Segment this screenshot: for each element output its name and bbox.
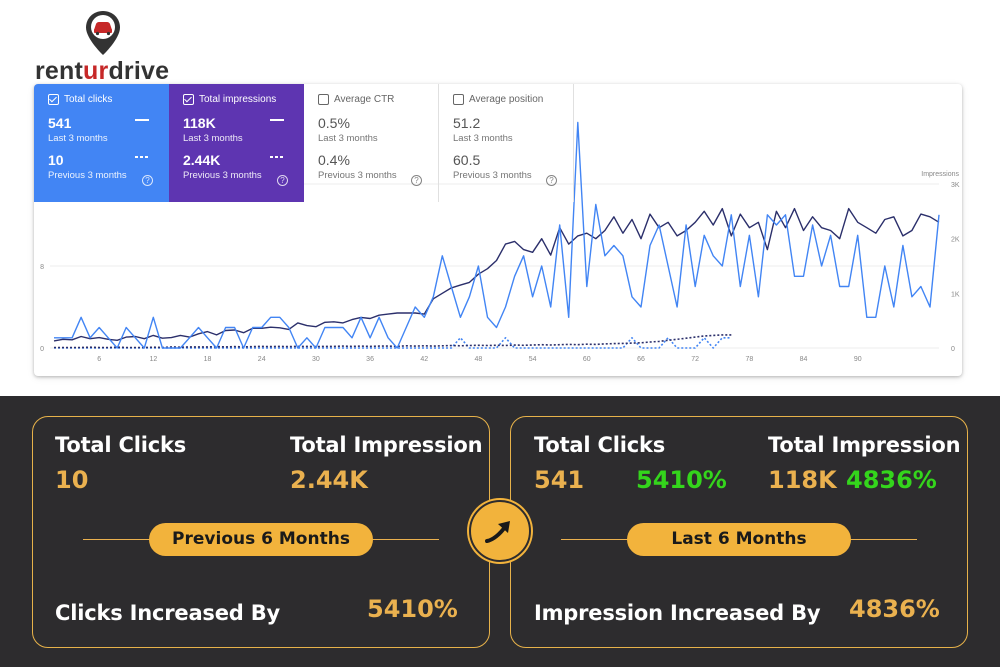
- impressions-value: 118K: [768, 466, 837, 494]
- footer-label: Impression Increased By: [534, 601, 821, 625]
- x-tick-label: 6: [97, 356, 101, 363]
- metric-value: 0.5%: [318, 115, 350, 131]
- impressions-growth: 4836%: [846, 466, 937, 494]
- metric-card-total-clicks[interactable]: Total clicks 541 Last 3 months 10 Previo…: [34, 84, 169, 202]
- x-tick-label: 60: [583, 356, 591, 363]
- solid-line-legend-icon: [135, 119, 149, 121]
- x-tick-label: 18: [204, 356, 212, 363]
- help-icon[interactable]: ?: [142, 175, 153, 186]
- x-tick-label: 48: [475, 356, 483, 363]
- metric-value: 51.2: [453, 115, 481, 131]
- clicks-growth: 5410%: [636, 466, 727, 494]
- clicks-label: Total Clicks: [55, 433, 187, 457]
- metric-card-total-impressions[interactable]: Total impressions 118K Last 3 months 2.4…: [169, 84, 304, 202]
- right-tick-label: 1K: [951, 291, 960, 298]
- help-icon[interactable]: ?: [411, 175, 422, 186]
- metric-previous-period: Previous 3 months: [48, 170, 127, 181]
- right-tick-label: 2K: [951, 237, 960, 244]
- solid-line-legend-icon: [270, 119, 284, 121]
- metric-previous-period: Previous 3 months: [183, 170, 262, 181]
- checkbox-unchecked-icon[interactable]: [453, 94, 464, 105]
- help-icon[interactable]: ?: [546, 175, 557, 186]
- metric-card-average-ctr[interactable]: Average CTR 0.5% Last 3 months 0.4% Prev…: [304, 84, 439, 202]
- x-tick-label: 12: [149, 356, 157, 363]
- impressions-label: Total Impression: [768, 433, 961, 457]
- metric-label: Average position: [469, 94, 544, 105]
- trend-arrow-icon: [485, 521, 510, 543]
- brand-text-1: rent: [35, 57, 84, 85]
- metric-label: Average CTR: [334, 94, 395, 105]
- x-tick-label: 54: [529, 356, 537, 363]
- help-icon[interactable]: ?: [277, 175, 288, 186]
- metric-previous-value: 2.44K: [183, 152, 221, 168]
- period-pill-last: Last 6 Months: [627, 523, 851, 556]
- dashed-line-legend-icon: [135, 156, 149, 158]
- impressions-value: 2.44K: [290, 466, 368, 494]
- metric-previous-period: Previous 3 months: [453, 170, 532, 181]
- last-period-box: Total Clicks 541 5410% Total Impression …: [510, 416, 968, 648]
- brand-wordmark: renturdrive: [35, 57, 169, 86]
- period-pill-previous: Previous 6 Months: [149, 523, 373, 556]
- series-line-total-clicks: [54, 121, 940, 349]
- right-tick-label: 3K: [951, 182, 960, 189]
- checkbox-checked-icon[interactable]: [48, 94, 59, 105]
- x-tick-label: 78: [745, 356, 753, 363]
- performance-chart: 081601K2K3KImpressions612182430364248546…: [36, 121, 960, 363]
- metric-period: Last 3 months: [453, 133, 513, 144]
- metric-card-average-position[interactable]: Average position 51.2 Last 3 months 60.5…: [439, 84, 574, 202]
- metric-previous-value: 0.4%: [318, 152, 350, 168]
- metric-period: Last 3 months: [318, 133, 378, 144]
- brand-logo: renturdrive: [30, 10, 190, 85]
- growth-arrow-badge: [469, 500, 531, 562]
- checkbox-checked-icon[interactable]: [183, 94, 194, 105]
- previous-period-box: Total Clicks 10 Total Impression 2.44K P…: [32, 416, 490, 648]
- metric-previous-period: Previous 3 months: [318, 170, 397, 181]
- location-pin-icon: [86, 11, 120, 55]
- search-console-panel: 081601K2K3KImpressions612182430364248546…: [34, 84, 962, 376]
- comparison-section: Total Clicks 10 Total Impression 2.44K P…: [0, 396, 1000, 667]
- x-tick-label: 84: [800, 356, 808, 363]
- metric-period: Last 3 months: [183, 133, 243, 144]
- x-tick-label: 66: [637, 356, 645, 363]
- series-line-total-impressions: [53, 207, 940, 342]
- brand-text-2: drive: [108, 57, 170, 85]
- metric-value: 118K: [183, 115, 216, 131]
- metric-previous-value: 10: [48, 152, 64, 168]
- metric-label: Total clicks: [64, 94, 113, 105]
- metric-previous-value: 60.5: [453, 152, 481, 168]
- clicks-value: 541: [534, 466, 585, 494]
- x-tick-label: 24: [258, 356, 266, 363]
- metric-period: Last 3 months: [48, 133, 108, 144]
- checkbox-unchecked-icon[interactable]: [318, 94, 329, 105]
- left-tick-label: 8: [40, 264, 44, 271]
- dashed-line-legend-icon: [270, 156, 284, 158]
- left-tick-label: 0: [40, 346, 44, 353]
- series-line-total-impressions-previous: [54, 334, 732, 349]
- impressions-label: Total Impression: [290, 433, 483, 457]
- footer-label: Clicks Increased By: [55, 601, 280, 625]
- metric-value: 541: [48, 115, 72, 131]
- metric-label: Total impressions: [199, 94, 277, 105]
- x-tick-label: 36: [366, 356, 374, 363]
- right-tick-label: 0: [951, 346, 955, 353]
- clicks-label: Total Clicks: [534, 433, 666, 457]
- x-tick-label: 42: [420, 356, 428, 363]
- clicks-value: 10: [55, 466, 89, 494]
- x-tick-label: 90: [854, 356, 862, 363]
- footer-value: 5410%: [367, 595, 458, 623]
- x-tick-label: 72: [691, 356, 699, 363]
- brand-text-accent: ur: [83, 57, 109, 85]
- x-tick-label: 30: [312, 356, 320, 363]
- right-axis-label: Impressions: [921, 171, 959, 178]
- footer-value: 4836%: [849, 595, 940, 623]
